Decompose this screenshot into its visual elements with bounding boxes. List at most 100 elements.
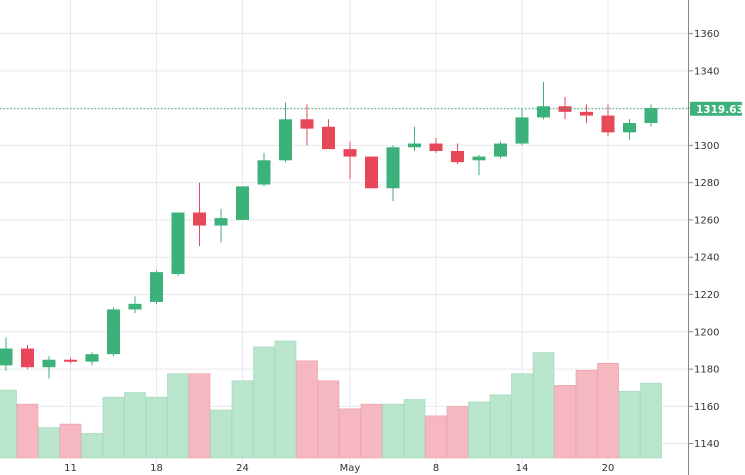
- candle: [580, 104, 593, 124]
- time-axis: 11 18 24 May 8 14 20: [64, 463, 614, 474]
- volume-bar: [489, 394, 512, 459]
- candle: [386, 145, 400, 202]
- volume-bar: [0, 389, 17, 459]
- candle: [537, 82, 550, 120]
- candle-body: [365, 156, 378, 189]
- price-tick-label: 1280: [694, 178, 719, 189]
- volume-bar: [167, 373, 189, 459]
- candle-body: [429, 143, 443, 151]
- candle: [429, 137, 443, 153]
- price-tick-label: 1140: [694, 439, 719, 450]
- grid: [0, 0, 688, 466]
- candle-body: [451, 150, 464, 163]
- candle: [214, 208, 228, 243]
- candle: [193, 182, 206, 247]
- volume-bar: [231, 380, 254, 459]
- price-tick-label: 1160: [694, 402, 719, 413]
- volume-bar: [425, 415, 447, 459]
- price-tick-label: 1240: [694, 253, 719, 264]
- volume-bar: [403, 399, 426, 459]
- candle: [85, 352, 99, 366]
- candle: [322, 119, 335, 150]
- candle: [408, 126, 421, 151]
- candle-body: [623, 123, 636, 133]
- volume-bar: [640, 382, 662, 459]
- volume-bar: [382, 403, 404, 459]
- candle-body: [107, 309, 120, 355]
- candle-body: [494, 143, 507, 157]
- candle-body: [537, 106, 550, 118]
- candle: [171, 212, 185, 276]
- price-tick-label: 1220: [694, 290, 719, 301]
- candle: [279, 102, 292, 163]
- candle-body: [193, 212, 206, 226]
- candle: [558, 96, 572, 120]
- candle-body: [150, 272, 163, 302]
- candle: [623, 119, 636, 140]
- candle: [451, 143, 464, 165]
- candle: [21, 344, 34, 370]
- last-price-tag-label: 1319.63: [696, 104, 744, 116]
- candle-body: [42, 359, 56, 368]
- candle-body: [85, 354, 99, 362]
- candle: [343, 141, 357, 179]
- time-tick-label: 18: [150, 463, 163, 474]
- candle: [257, 152, 271, 187]
- candle-body: [322, 126, 335, 150]
- candle: [236, 186, 249, 220]
- candle: [494, 141, 507, 159]
- time-tick-label: 8: [433, 463, 439, 474]
- volume-bar: [618, 391, 641, 459]
- candle-body: [300, 119, 314, 129]
- candle: [0, 337, 13, 371]
- volume-bar: [210, 409, 232, 459]
- candle-body: [515, 117, 529, 144]
- candle-body: [128, 303, 142, 310]
- candle: [300, 104, 314, 146]
- candle-body: [64, 359, 77, 362]
- volume-bars: [0, 340, 662, 459]
- last-price-tag-bg: [690, 101, 742, 116]
- volume-bar: [597, 362, 619, 459]
- volume-bar: [274, 340, 297, 459]
- price-axis: 1140116011801200122012401260128013001320…: [688, 0, 744, 475]
- volume-bar: [554, 385, 576, 459]
- volume-bar: [446, 406, 469, 459]
- volume-bar: [532, 352, 555, 459]
- price-tick-label: 1200: [694, 327, 719, 338]
- volume-bar: [81, 433, 103, 459]
- candle-body: [644, 108, 658, 124]
- candle-body: [279, 119, 292, 161]
- candle-body: [21, 348, 34, 368]
- time-tick-label: 11: [64, 463, 77, 474]
- candle-body: [236, 186, 249, 220]
- volume-bar: [16, 403, 39, 459]
- last-price-tag: 1319.63: [690, 101, 744, 116]
- candle: [128, 296, 142, 314]
- volume-bar: [468, 401, 490, 459]
- candle: [64, 357, 77, 364]
- candle-body: [171, 212, 185, 275]
- candle-body: [408, 143, 421, 148]
- price-tick-label: 1260: [694, 215, 719, 226]
- candle: [107, 307, 120, 357]
- volume-bar: [360, 403, 383, 459]
- volume-bar: [317, 380, 340, 459]
- volume-bar: [575, 369, 598, 459]
- candle: [150, 270, 163, 304]
- time-tick-label: 14: [516, 463, 529, 474]
- volume-bar: [59, 423, 82, 459]
- volume-bar: [38, 427, 60, 459]
- volume-bar: [102, 396, 125, 459]
- volume-bar: [511, 373, 533, 459]
- volume-bar: [145, 396, 168, 459]
- candle-body: [0, 348, 13, 366]
- price-tick-label: 1300: [694, 141, 719, 152]
- candle-body: [214, 218, 228, 226]
- candle: [515, 108, 529, 146]
- candles: [0, 82, 658, 379]
- time-tick-label: 24: [236, 463, 249, 474]
- candle-body: [257, 160, 271, 185]
- volume-bar: [296, 360, 318, 459]
